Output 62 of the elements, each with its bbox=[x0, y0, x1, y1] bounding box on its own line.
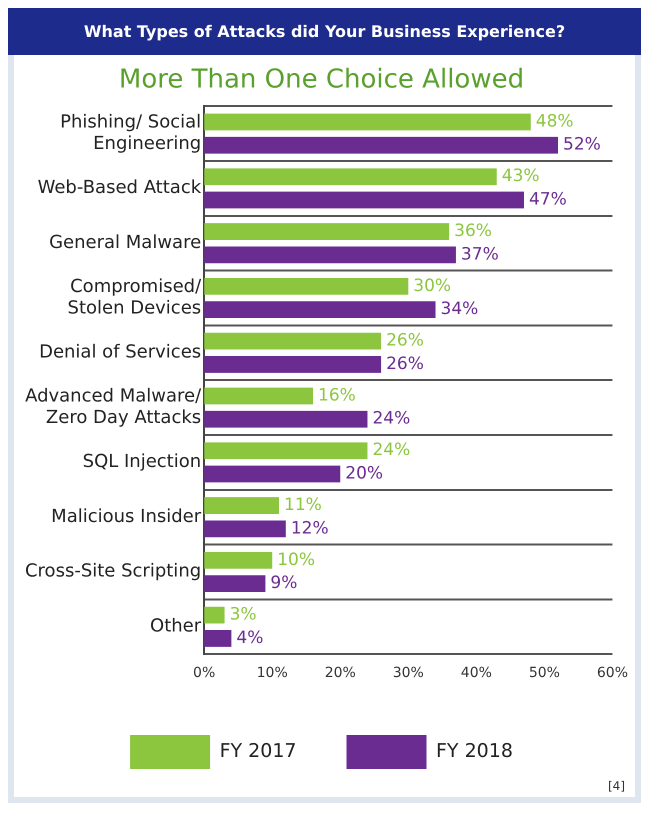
bar bbox=[204, 356, 382, 373]
data-label: 34% bbox=[440, 299, 478, 320]
bar bbox=[204, 520, 286, 538]
x-tick-label: 0% bbox=[193, 665, 216, 682]
bar bbox=[204, 332, 382, 350]
bar bbox=[204, 114, 531, 130]
y-tick-label: Advanced Malware/ Zero Day Attacks bbox=[25, 385, 202, 428]
bar bbox=[204, 442, 368, 460]
y-tick-label: SQL Injection bbox=[82, 451, 202, 472]
data-label: 24% bbox=[372, 408, 410, 429]
y-tick-label: Cross-Site Scripting bbox=[24, 560, 202, 582]
x-tick-label: 60% bbox=[596, 665, 628, 682]
data-label: 10% bbox=[277, 550, 316, 570]
bar bbox=[204, 410, 368, 428]
data-label: 26% bbox=[386, 330, 424, 351]
y-tick-label: Compromised/ Stolen Devices bbox=[68, 276, 202, 318]
data-label: 3% bbox=[230, 604, 257, 625]
data-label: 20% bbox=[345, 463, 384, 484]
bar bbox=[204, 223, 450, 240]
bar bbox=[204, 246, 456, 264]
bar bbox=[204, 606, 225, 624]
data-label: 24% bbox=[372, 440, 410, 460]
data-label: 48% bbox=[536, 111, 574, 132]
chart-title: What Types of Attacks did Your Business Experience? bbox=[8, 8, 641, 55]
bar bbox=[204, 497, 280, 514]
bar bbox=[204, 575, 266, 592]
data-label: 9% bbox=[270, 573, 298, 594]
legend-label: FY 2018 bbox=[436, 740, 513, 762]
text: [4] bbox=[608, 779, 625, 793]
data-label: 30% bbox=[413, 276, 452, 296]
bar bbox=[204, 168, 497, 186]
x-tick-label: 30% bbox=[392, 665, 424, 682]
bar bbox=[204, 466, 340, 482]
x-tick-label: 40% bbox=[460, 665, 492, 682]
data-label: 11% bbox=[284, 494, 322, 515]
bar bbox=[204, 630, 232, 647]
bar bbox=[204, 552, 272, 569]
data-label: 16% bbox=[318, 385, 356, 406]
x-tick-label: 20% bbox=[324, 665, 356, 682]
x-tick-label: 50% bbox=[528, 665, 560, 682]
legend-label: FY 2017 bbox=[220, 740, 297, 762]
y-tick-label: Web-Based Attack bbox=[38, 177, 202, 198]
bar bbox=[204, 278, 408, 295]
data-label: 12% bbox=[290, 518, 329, 538]
chart-subtitle: More Than One Choice Allowed bbox=[118, 64, 524, 94]
bar bbox=[204, 301, 436, 318]
data-label: 47% bbox=[528, 189, 567, 210]
bar bbox=[204, 136, 558, 154]
data-label: 43% bbox=[502, 166, 540, 186]
data-label: 37% bbox=[460, 244, 499, 264]
x-tick-label: 10% bbox=[256, 665, 288, 682]
y-tick-label: Malicious Insider bbox=[51, 506, 202, 527]
data-label: 52% bbox=[563, 134, 601, 155]
y-tick-label: Denial of Services bbox=[39, 341, 202, 362]
bar bbox=[204, 388, 314, 404]
data-label: 4% bbox=[236, 628, 264, 648]
bar bbox=[204, 192, 524, 208]
y-tick-label: General Malware bbox=[49, 232, 202, 253]
data-label: 36% bbox=[454, 220, 492, 241]
y-tick-label: Phishing/ Social Engineering bbox=[60, 111, 202, 154]
y-tick-label: Other bbox=[150, 615, 202, 636]
data-label: 26% bbox=[386, 354, 424, 374]
